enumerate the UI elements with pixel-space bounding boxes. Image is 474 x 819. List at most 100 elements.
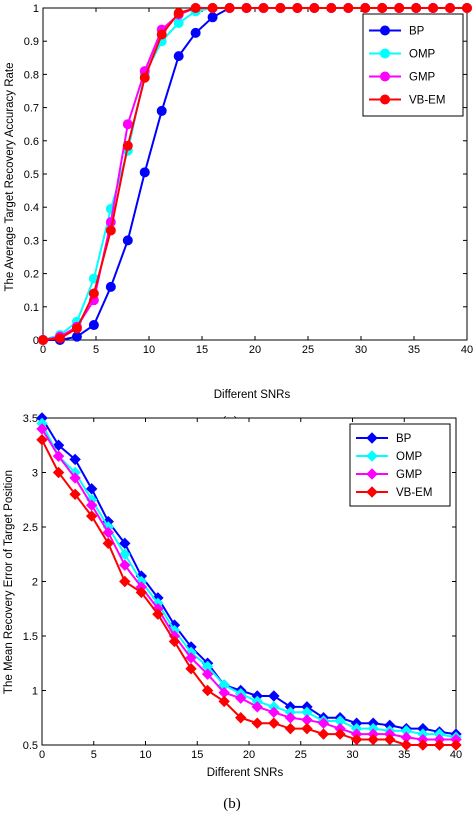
chart-b-data-point xyxy=(284,712,297,724)
chart-a-y-tick-label: 0.1 xyxy=(24,302,39,314)
chart-a-y-tick-label: 0.8 xyxy=(24,69,39,81)
chart-b-y-tick-label: 2 xyxy=(32,577,38,589)
chart-b-data-point xyxy=(218,695,230,708)
chart-b-y-tick-label: 3 xyxy=(32,468,38,480)
chart-a-series-vb-em xyxy=(38,3,472,345)
chart-a-y-tick-label: 0.9 xyxy=(24,36,39,48)
chart-b-data-point xyxy=(135,586,148,599)
chart-b-x-tick-label: 35 xyxy=(398,749,410,761)
chart-b-data-point xyxy=(52,450,65,462)
chart-a-y-tick-label: 0 xyxy=(33,335,39,347)
chart-a-legend-label: GMP xyxy=(409,72,436,84)
chart-b-data-point xyxy=(102,526,114,539)
chart-b-data-point xyxy=(119,537,131,550)
chart-b-data-point xyxy=(152,608,164,620)
chart-b-caption: (b) xyxy=(223,796,241,812)
chart-b-data-point xyxy=(69,472,81,484)
chart-b-x-tick-label: 25 xyxy=(295,749,307,761)
chart-b-data-point xyxy=(85,510,98,522)
chart-a-legend-label: OMP xyxy=(409,49,436,61)
chart-b-data-point xyxy=(317,717,330,729)
chart-a-x-tick-label: 15 xyxy=(196,344,208,356)
chart-b-data-point xyxy=(400,739,413,751)
chart-a-x-tick-label: 30 xyxy=(355,344,367,356)
chart-a-data-point xyxy=(275,3,286,13)
chart-a-legend-marker xyxy=(380,25,390,36)
chart-b-legend-label: BP xyxy=(396,433,412,445)
chart-a-y-tick-label: 0.4 xyxy=(24,202,39,214)
chart-b-data-point xyxy=(36,423,48,435)
chart-a-xlabel: Different SNRs xyxy=(214,389,291,401)
chart-a-legend-label: BP xyxy=(409,26,425,38)
chart-b-x-tick-label: 0 xyxy=(39,749,45,761)
chart-a-data-point xyxy=(88,320,99,331)
chart-b-data-point xyxy=(301,722,313,735)
chart-b-x-tick-label: 5 xyxy=(91,749,97,761)
chart-b-data-point xyxy=(119,575,131,588)
chart-b-data-point xyxy=(69,488,81,501)
chart-b-data-point xyxy=(102,537,114,550)
chart-a-data-point xyxy=(343,3,354,13)
chart-b-data-point xyxy=(119,559,131,571)
chart-a-x-tick-label: 35 xyxy=(408,344,420,356)
chart-a-y-tick-label: 0.6 xyxy=(24,136,39,148)
chart-a-data-point xyxy=(207,3,218,13)
chart-b-legend-label: OMP xyxy=(396,451,423,463)
chart-a-data-point xyxy=(326,3,337,13)
chart-a-data-point xyxy=(139,72,150,83)
chart-a-y-tick-label: 1 xyxy=(33,3,39,15)
chart-a-x-tick-label: 40 xyxy=(461,344,473,356)
chart-a-data-point xyxy=(309,3,320,13)
chart-b-x-tick-label: 20 xyxy=(243,749,255,761)
chart-a-legend-marker xyxy=(380,71,390,82)
chart-b-data-point xyxy=(185,652,197,664)
chart-b-y-tick-label: 1.5 xyxy=(23,631,38,643)
chart-b-series-vb-em xyxy=(36,434,462,751)
chart-a-data-point xyxy=(71,323,82,334)
chart-a-data-point xyxy=(122,140,133,151)
chart-a-data-point xyxy=(105,281,116,292)
chart-b-legend: BP OMP GMP VB-EM xyxy=(349,423,451,507)
chart-a-data-point xyxy=(360,3,371,13)
chart-b-data-point xyxy=(268,717,280,729)
chart-b-data-point xyxy=(119,548,131,560)
chart-a-data-point xyxy=(241,3,252,13)
chart-b-xlabel: Different SNRs xyxy=(207,767,284,779)
chart-a: Different SNRs The Average Target Recove… xyxy=(4,3,473,430)
chart-a-legend-label: VB-EM xyxy=(409,95,445,107)
chart-a-x-tick-label: 5 xyxy=(93,344,99,356)
chart-a-data-point xyxy=(156,29,167,40)
chart-b-data-point xyxy=(450,739,462,751)
chart-b-y-tick-label: 0.5 xyxy=(23,740,38,752)
chart-b-legend-label: VB-EM xyxy=(396,487,432,499)
chart-a-data-point xyxy=(377,3,388,13)
chart-b-data-point xyxy=(168,635,181,648)
chart-a-data-point xyxy=(411,3,422,13)
chart-b-data-point xyxy=(284,722,297,735)
chart-b-data-point xyxy=(268,706,280,719)
chart-b-legend-marker xyxy=(366,468,378,480)
chart-a-data-point xyxy=(38,335,48,345)
chart-a-data-point xyxy=(122,235,133,246)
chart-a-legend-marker xyxy=(380,48,390,59)
chart-b-data-point xyxy=(334,728,346,740)
chart-a-x-tick-label: 25 xyxy=(302,344,314,356)
chart-a-legend: BP OMP GMP VB-EM xyxy=(362,13,464,117)
chart-b-legend-marker xyxy=(366,432,378,444)
chart-b-data-point xyxy=(85,499,98,511)
chart-b-data-point xyxy=(433,739,446,751)
chart-b-data-point xyxy=(52,466,65,479)
chart-a-data-point xyxy=(139,167,150,178)
chart-b-data-point xyxy=(69,453,81,466)
chart-b-data-point xyxy=(350,733,363,746)
chart-b-data-point xyxy=(201,684,214,697)
chart-b-x-tick-label: 30 xyxy=(346,749,358,761)
chart-a-data-point xyxy=(105,225,116,236)
chart-a-data-point xyxy=(224,3,235,13)
chart-b-data-point xyxy=(85,483,98,495)
chart-b-data-point xyxy=(52,439,65,451)
chart-b-y-tick-label: 2.5 xyxy=(23,522,38,534)
chart-a-ylabel: The Average Target Recovery Accuracy Rat… xyxy=(4,62,16,291)
chart-a-data-point xyxy=(462,3,472,13)
chart-a-x-tick-label: 10 xyxy=(143,344,155,356)
